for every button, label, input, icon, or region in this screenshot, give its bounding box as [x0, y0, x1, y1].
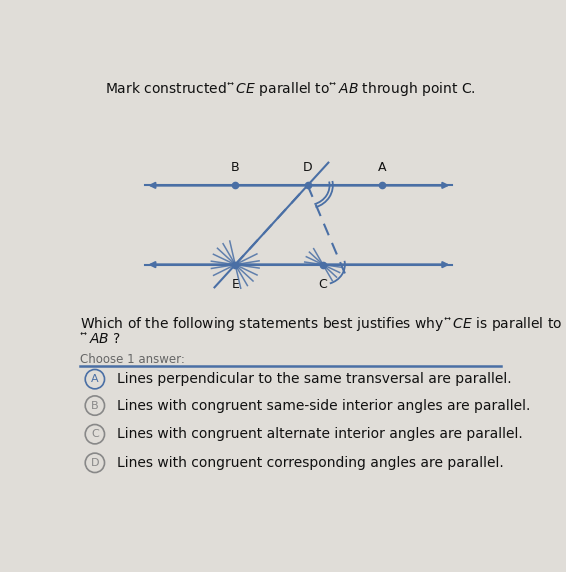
- Text: Lines with congruent alternate interior angles are parallel.: Lines with congruent alternate interior …: [117, 427, 522, 441]
- Text: C: C: [91, 429, 98, 439]
- Text: Lines perpendicular to the same transversal are parallel.: Lines perpendicular to the same transver…: [117, 372, 512, 386]
- Text: C: C: [319, 278, 327, 291]
- Text: Choose 1 answer:: Choose 1 answer:: [79, 353, 185, 366]
- Text: Lines with congruent corresponding angles are parallel.: Lines with congruent corresponding angle…: [117, 456, 504, 470]
- Text: Which of the following statements best justifies why $\overleftrightarrow{CE}$ i: Which of the following statements best j…: [79, 315, 561, 333]
- Text: B: B: [231, 161, 239, 174]
- Text: B: B: [91, 400, 98, 411]
- Text: $\overleftrightarrow{AB}$ ?: $\overleftrightarrow{AB}$ ?: [79, 331, 121, 345]
- Text: E: E: [231, 278, 239, 291]
- Text: Mark constructed $\overleftrightarrow{CE}$ parallel to $\overleftrightarrow{AB}$: Mark constructed $\overleftrightarrow{CE…: [105, 80, 475, 98]
- Text: Lines with congruent same-side interior angles are parallel.: Lines with congruent same-side interior …: [117, 399, 530, 412]
- Text: D: D: [303, 161, 312, 174]
- Text: D: D: [91, 458, 99, 468]
- Text: A: A: [378, 161, 387, 174]
- Text: A: A: [91, 374, 98, 384]
